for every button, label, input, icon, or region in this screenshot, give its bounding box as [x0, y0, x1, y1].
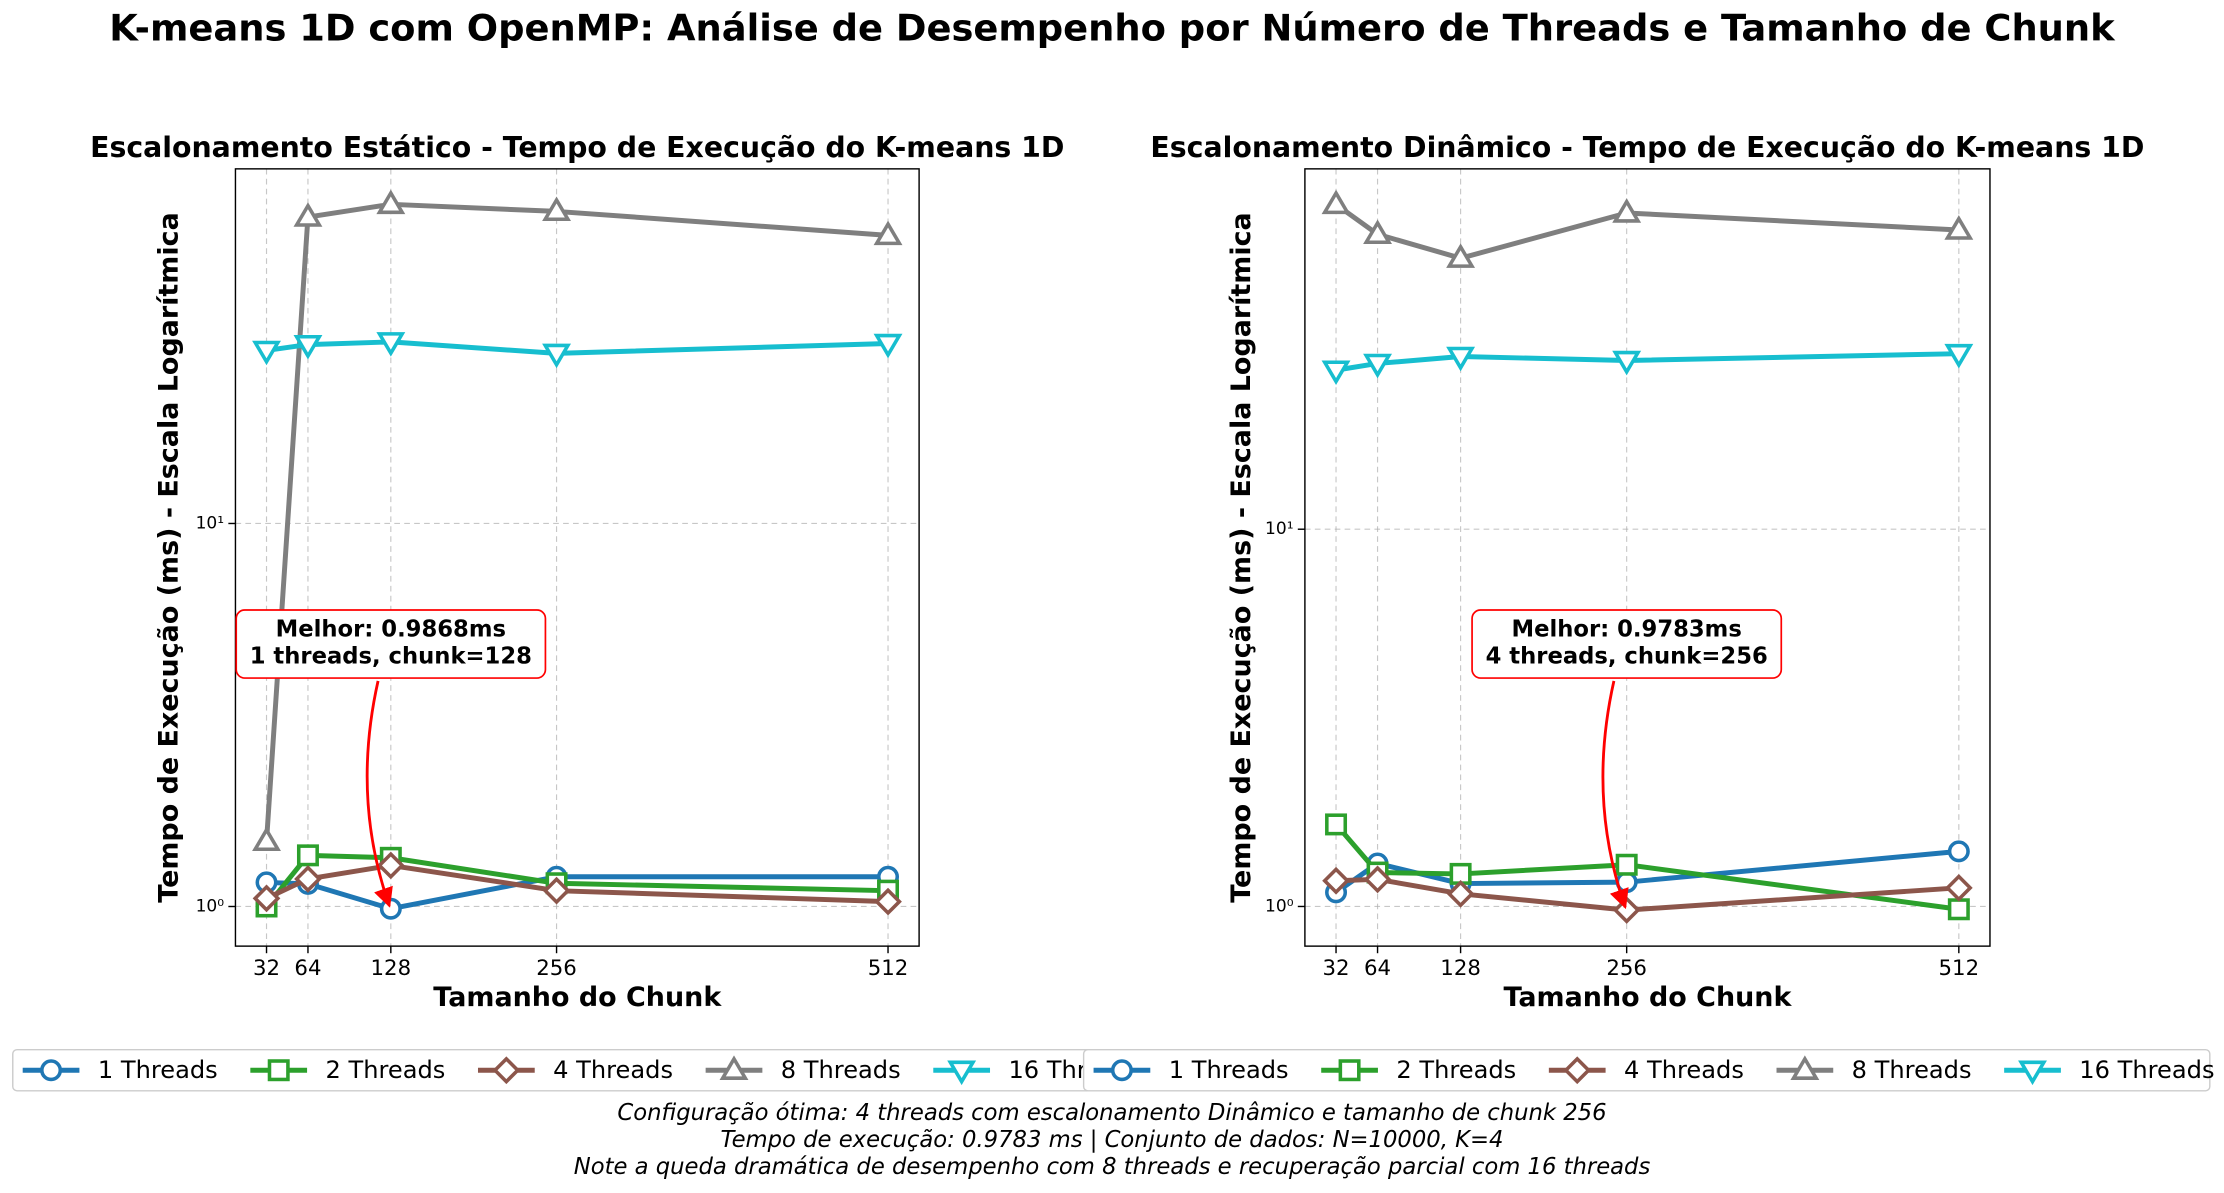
x-tick-label: 256: [1606, 956, 1647, 981]
legend-label: 2 Threads: [1396, 1056, 1516, 1084]
x-tick-label: 64: [294, 956, 321, 981]
legend-label: 1 Threads: [98, 1056, 218, 1084]
marker: [252, 826, 281, 851]
figure-title: K-means 1D com OpenMP: Análise de Desemp…: [109, 6, 2116, 49]
axes-frame: [1304, 168, 1991, 947]
axes-title: Escalonamento Dinâmico - Tempo de Execuç…: [1150, 131, 2144, 164]
y-tick-label: 10⁰: [1265, 896, 1294, 916]
annotation-arrow: [1601, 680, 1629, 910]
annotation-text: 4 threads, chunk=256: [1486, 643, 1768, 669]
marker: [1612, 198, 1642, 223]
legend-box: [1082, 1048, 2211, 1092]
x-tick-label: 32: [253, 956, 280, 981]
legend-label: 2 Threads: [326, 1056, 446, 1084]
legend-marker: [1338, 1059, 1361, 1082]
legend-label: 16 Threads: [2079, 1056, 2214, 1084]
legend: 1 Threads 2 Threads 4 Threads 8 Threads 16 T…: [1082, 1048, 2215, 1092]
x-tick-label: 32: [1323, 956, 1350, 981]
marker: [1321, 189, 1351, 215]
marker: [376, 332, 406, 357]
legend-marker: [2018, 1060, 2047, 1086]
footnote: Tempo de execução: 0.9783 ms | Conjunto …: [721, 1127, 1504, 1153]
marker: [542, 343, 572, 369]
marker: [873, 220, 903, 246]
marker: [542, 196, 572, 222]
marker: [874, 887, 902, 916]
marker: [376, 189, 406, 215]
x-tick-label: 128: [1440, 956, 1481, 981]
marker: [1321, 360, 1351, 386]
marker: [1322, 866, 1350, 895]
legend-label: 4 Threads: [1624, 1056, 1744, 1084]
legend-marker: [719, 1055, 749, 1080]
legend-marker: [40, 1059, 63, 1082]
marker: [1947, 840, 1970, 863]
y-axis-label: Tempo de Execução (ms) - Escala Logarítm…: [154, 212, 185, 902]
annotation-box: [1471, 609, 1783, 679]
marker: [1446, 880, 1475, 908]
footnote: Note a queda dramática de desempenho com…: [574, 1154, 1651, 1180]
y-tick-label: 10¹: [196, 513, 224, 533]
annotation-box: [235, 609, 547, 679]
annotation-text: 1 threads, chunk=128: [250, 643, 532, 669]
marker: [1944, 343, 1974, 369]
legend-marker: [1110, 1059, 1133, 1082]
x-tick-label: 512: [1939, 956, 1980, 981]
marker: [1446, 346, 1476, 372]
marker: [1363, 353, 1393, 379]
annotation-text: Melhor: 0.9868ms: [276, 616, 506, 642]
legend: 1 Threads 2 Threads 4 Threads 8 Threads 16 T…: [12, 1048, 1144, 1092]
annotation-text: Melhor: 0.9783ms: [1512, 616, 1742, 642]
legend-label: 4 Threads: [553, 1056, 673, 1084]
marker: [252, 884, 281, 913]
marker: [1363, 865, 1392, 894]
marker: [1325, 813, 1348, 836]
marker: [296, 844, 319, 867]
legend-marker: [947, 1060, 977, 1086]
legend-marker: [1563, 1056, 1592, 1085]
y-tick-label: 10⁰: [196, 896, 225, 916]
x-tick-label: 512: [868, 956, 909, 981]
marker: [293, 202, 323, 227]
legend-marker: [267, 1059, 290, 1082]
marker: [1612, 350, 1642, 376]
marker: [1615, 853, 1638, 876]
axes-frame: [234, 168, 920, 947]
marker: [1944, 215, 1974, 240]
marker: [379, 897, 402, 920]
x-axis-label: Tamanho do Chunk: [433, 982, 722, 1013]
axes-title: Escalonamento Estático - Tempo de Execuç…: [90, 131, 1064, 164]
x-tick-label: 64: [1364, 956, 1391, 981]
y-axis-label: Tempo de Execução (ms) - Escala Logarítm…: [1226, 212, 1257, 902]
legend-label: 1 Threads: [1169, 1056, 1289, 1084]
x-tick-label: 256: [536, 956, 577, 981]
marker: [1944, 874, 1973, 902]
x-tick-label: 128: [371, 956, 412, 981]
marker: [1947, 898, 1970, 921]
marker: [1363, 219, 1393, 245]
annotation-arrow: [365, 680, 393, 908]
marker: [873, 333, 903, 359]
legend-label: 8 Threads: [1852, 1056, 1972, 1084]
footnote: Configuração ótima: 4 threads com escalo…: [617, 1100, 1606, 1126]
y-tick-label: 10¹: [1265, 519, 1293, 539]
marker: [376, 851, 405, 880]
legend-marker: [492, 1056, 521, 1085]
marker: [252, 340, 281, 366]
marker: [1446, 243, 1476, 268]
legend-marker: [1790, 1055, 1820, 1080]
marker: [293, 334, 323, 360]
x-axis-label: Tamanho do Chunk: [1503, 982, 1792, 1013]
legend-label: 8 Threads: [781, 1056, 901, 1084]
marker: [542, 876, 571, 905]
marker: [294, 865, 322, 893]
